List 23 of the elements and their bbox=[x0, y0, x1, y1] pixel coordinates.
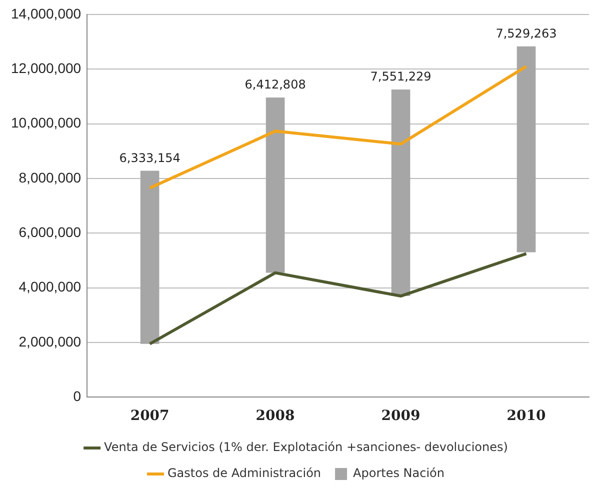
data-label: 7,529,263 bbox=[496, 26, 557, 41]
y-tick-label: 14,000,000 bbox=[10, 5, 82, 22]
data-label: 7,551,229 bbox=[370, 70, 432, 84]
y-tick-label: 8,000,000 bbox=[18, 169, 82, 186]
y-tick-label: 6,000,000 bbox=[18, 224, 82, 240]
bar bbox=[140, 170, 160, 344]
bar bbox=[266, 97, 285, 273]
y-tick-label: 2,000,000 bbox=[18, 333, 82, 350]
y-tick-label: 0 bbox=[73, 388, 82, 404]
y-tick-label: 4,000,000 bbox=[18, 278, 82, 295]
y-tick-label: 10,000,000 bbox=[10, 114, 82, 131]
x-tick-label: 2010 bbox=[506, 408, 546, 424]
x-tick-label: 2009 bbox=[381, 408, 420, 424]
y-tick-label: 12,000,000 bbox=[10, 60, 82, 76]
legend-label: Aportes Nación bbox=[353, 466, 445, 480]
x-tick-label: 2008 bbox=[256, 408, 295, 424]
data-label: 6,412,808 bbox=[244, 78, 306, 92]
legend-label: Gastos de Administración bbox=[168, 466, 322, 480]
legend-label: Venta de Servicios (1% der. Explotación +sanciones- devoluciones) bbox=[104, 440, 508, 454]
bar bbox=[516, 46, 536, 252]
bar bbox=[391, 90, 410, 296]
data-label: 6,333,154 bbox=[119, 150, 180, 165]
x-tick-label: 2007 bbox=[130, 408, 170, 424]
